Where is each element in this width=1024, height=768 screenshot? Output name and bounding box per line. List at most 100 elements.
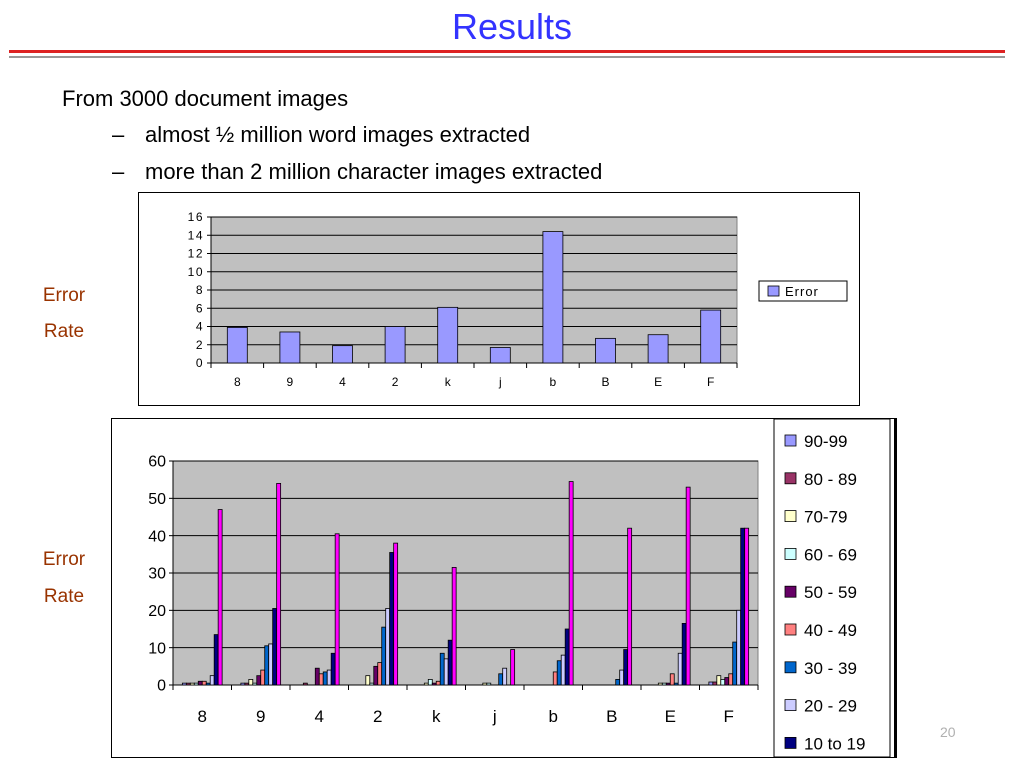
bar-10to19-B [623, 649, 629, 686]
x-tick-label: F [707, 375, 714, 389]
bar-30-39-k [439, 652, 445, 686]
bar-Error-8 [226, 327, 248, 364]
x-tick-label: 4 [315, 707, 324, 726]
x-tick-label: 8 [198, 707, 207, 726]
legend-label-20-29: 20 - 29 [804, 697, 857, 716]
x-tick-label: b [549, 707, 558, 726]
bar-30-39-8 [205, 682, 211, 686]
bar-10to19-F [740, 527, 746, 686]
bar-30-39-F [732, 641, 738, 686]
y-tick-label: 12 [188, 247, 204, 261]
bar-50-59-9 [256, 675, 262, 686]
x-tick-label: E [654, 375, 662, 389]
y-tick-label: 30 [148, 566, 166, 583]
bar-10to19-k [447, 639, 453, 686]
bar-0-9-2 [393, 542, 399, 686]
bar-40-49-E [669, 673, 675, 686]
bar-Error-2 [384, 326, 406, 364]
bar-70-79-k [423, 682, 429, 686]
x-tick-label: j [492, 707, 497, 726]
bar-20-29-E [677, 652, 683, 686]
y-tick-label: 0 [196, 356, 204, 370]
bar-Error-9 [279, 331, 301, 364]
slide-title: Results [451, 6, 573, 47]
legend-swatch-10to19 [784, 736, 797, 749]
bullet-dash: – [112, 122, 125, 147]
legend-label-90-99: 90-99 [804, 432, 847, 451]
bullet-dash: – [112, 159, 125, 184]
page-number: 20 [940, 724, 956, 740]
bar-80-89-F [712, 681, 718, 686]
error-rate-chart: 0 2 4 6 8 10 12 14 16 8 9 4 2 k j b B E F Error [188, 210, 848, 389]
bar-20-29-4 [326, 669, 332, 686]
bar-90-99-9 [240, 682, 246, 686]
bar-40-49-k [435, 680, 441, 686]
bar-30-39-2 [381, 626, 387, 686]
bar-Error-4 [332, 345, 353, 364]
x-tick-label: 9 [256, 707, 265, 726]
bar-20-29-8 [209, 675, 215, 686]
chart2-legend: 90-99 80 - 89 70-79 60 - 69 50 - 59 40 - 49 30… [773, 419, 891, 757]
bar-20-29-F [736, 609, 742, 686]
bar-60-69-k [427, 678, 433, 686]
bar-20-29-B [619, 669, 625, 686]
bar-50-59-E [665, 682, 671, 686]
legend-label-80-89: 80 - 89 [804, 470, 857, 489]
chart1-side-label-line1: Error [42, 285, 86, 306]
bar-90-99-F [708, 681, 714, 686]
legend-label-40-49: 40 - 49 [804, 621, 857, 640]
legend-label-70-79: 70-79 [804, 508, 847, 527]
y-tick-label: 16 [188, 210, 204, 224]
x-tick-label: 2 [392, 375, 399, 389]
bar-60-69-8 [193, 682, 199, 686]
legend-swatch-70-79 [784, 510, 797, 522]
y-tick-label: 2 [196, 338, 204, 352]
bar-80-89-9 [244, 682, 250, 686]
bar-Error-E [647, 334, 669, 364]
bar-40-49-2 [377, 662, 383, 686]
bar-30-39-b [556, 660, 562, 686]
bar-50-59-k [431, 682, 437, 686]
bar-60-69-E [661, 682, 667, 686]
bar-50-59-4 [314, 667, 320, 686]
legend-swatch-50-59 [784, 585, 797, 598]
distribution-chart-frame: 0 10 20 30 40 50 60 8 9 4 2 k j b B E F 90-99 80 - 89 70-79… [111, 418, 897, 758]
y-tick-label: 6 [196, 301, 204, 315]
legend-box [758, 280, 848, 302]
bar-0-9-8 [217, 509, 223, 686]
bar-70-79-8 [189, 682, 195, 686]
legend-label-10to19: 10 to 19 [804, 734, 865, 753]
bar-50-59-8 [197, 680, 203, 686]
bar-40-49-4 [318, 673, 324, 686]
bar-80-89-4 [302, 682, 308, 686]
y-tick-label: 60 [148, 454, 166, 471]
bar-10to19-E [681, 622, 687, 686]
y-tick-label: 10 [148, 640, 166, 657]
bar-40-49-8 [201, 680, 207, 686]
bar-0-9-b [568, 481, 574, 686]
x-tick-label: 2 [373, 707, 382, 726]
bar-Error-j [489, 347, 511, 364]
legend-swatch-80-89 [784, 472, 797, 485]
y-tick-label: 8 [196, 283, 204, 297]
legend-label-Error: Error [785, 284, 819, 299]
bar-70-79-9 [248, 678, 254, 686]
x-tick-label: B [601, 375, 609, 389]
y-tick-label: 20 [148, 603, 166, 620]
x-tick-label: b [550, 375, 557, 389]
bullet-sub-2-text: more than 2 million character images ext… [145, 159, 603, 184]
bar-40-49-b [552, 671, 558, 686]
chart1-legend: Error [758, 280, 848, 302]
bar-60-69-9 [252, 682, 258, 686]
y-tick-label: 4 [196, 320, 204, 334]
x-tick-label: E [665, 707, 676, 726]
bar-60-69-j [486, 682, 492, 686]
legend-swatch-20-29 [784, 699, 797, 712]
x-tick-label: B [606, 707, 617, 726]
bar-10to19-8 [213, 634, 219, 686]
legend-swatch-30-39 [784, 661, 797, 674]
y-tick-label: 10 [188, 265, 204, 279]
bar-80-89-8 [185, 682, 191, 686]
bullet-sub-2: – more than 2 million character images ex… [112, 159, 602, 185]
bar-20-29-k [443, 658, 449, 686]
